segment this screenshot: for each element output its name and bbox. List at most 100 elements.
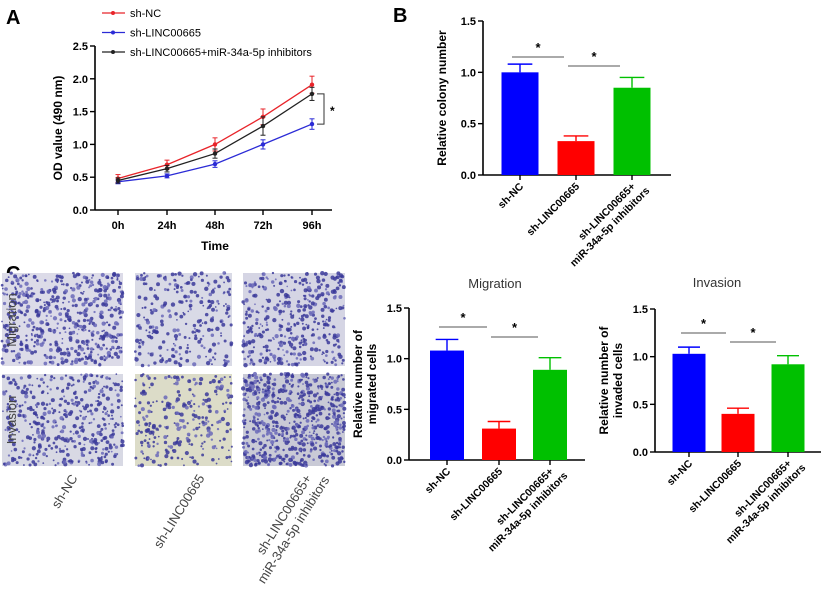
stained-cell xyxy=(96,330,100,335)
bar xyxy=(613,87,651,175)
x-tick-label: sh-LINC00665 xyxy=(448,466,506,524)
stained-cell xyxy=(50,375,54,379)
stained-cell xyxy=(12,338,17,343)
stained-cell xyxy=(99,432,103,437)
stained-cell xyxy=(2,301,7,306)
stained-cell xyxy=(323,426,328,431)
stained-cell xyxy=(282,384,285,387)
stained-cell xyxy=(301,374,306,378)
stained-cell xyxy=(280,274,284,278)
stained-cell xyxy=(106,276,110,279)
stained-cell xyxy=(137,352,142,356)
stained-cell xyxy=(211,457,215,462)
stained-cell xyxy=(317,385,320,388)
stained-cell xyxy=(223,291,226,294)
stained-cell xyxy=(25,334,28,337)
stained-cell xyxy=(189,350,192,353)
stained-cell xyxy=(111,339,115,343)
stained-cell xyxy=(243,408,246,411)
stained-cell xyxy=(92,299,96,304)
stained-cell xyxy=(45,305,50,311)
stained-cell xyxy=(225,455,229,460)
stained-cell xyxy=(249,407,253,411)
stained-cell xyxy=(22,464,25,466)
stained-cell xyxy=(70,346,74,351)
stained-cell xyxy=(30,392,33,395)
stained-cell xyxy=(242,377,245,380)
stained-cell xyxy=(310,420,313,423)
stained-cell xyxy=(298,412,301,415)
chart-title: Migration xyxy=(468,276,521,291)
stained-cell xyxy=(315,414,319,417)
stained-cell xyxy=(11,292,15,296)
stained-cell xyxy=(311,294,315,298)
stained-cell xyxy=(27,273,30,276)
stained-cell xyxy=(42,452,47,457)
stained-cell xyxy=(199,324,202,327)
stained-cell xyxy=(264,328,268,332)
stained-cell xyxy=(271,399,275,403)
stained-cell xyxy=(160,322,164,327)
stained-cell xyxy=(291,427,294,430)
stained-cell xyxy=(48,355,53,360)
stained-cell xyxy=(315,420,318,423)
stained-cell xyxy=(321,278,326,282)
stained-cell xyxy=(258,358,263,363)
stained-cell xyxy=(186,346,189,350)
stained-cell xyxy=(266,389,270,392)
stained-cell xyxy=(66,308,70,313)
stained-cell xyxy=(338,436,342,441)
column-label: sh-LINC00665 xyxy=(150,472,207,551)
stained-cell xyxy=(268,438,271,442)
x-tick-label-line: sh-LINC00665 xyxy=(525,181,583,239)
stained-cell xyxy=(26,360,31,365)
stained-cell xyxy=(305,376,308,379)
stained-cell xyxy=(92,418,96,421)
stained-cell xyxy=(60,360,65,365)
stained-cell xyxy=(319,385,324,389)
stained-cell xyxy=(69,436,73,441)
stained-cell xyxy=(219,377,224,382)
stained-cell xyxy=(83,443,86,446)
stained-cell xyxy=(330,449,333,452)
stained-cell xyxy=(323,360,326,363)
stained-cell xyxy=(36,416,39,419)
stained-cell xyxy=(163,287,167,291)
stained-cell xyxy=(297,352,302,357)
stained-cell xyxy=(269,360,272,363)
stained-cell xyxy=(29,390,33,394)
stained-cell xyxy=(256,425,259,428)
stained-cell xyxy=(55,278,60,283)
stained-cell xyxy=(197,339,202,344)
stained-cell xyxy=(48,348,53,352)
stained-cell xyxy=(199,337,203,341)
stained-cell xyxy=(300,317,305,322)
stained-cell xyxy=(337,345,341,349)
stained-cell xyxy=(61,389,65,393)
row-label: Migration xyxy=(4,293,19,346)
stained-cell xyxy=(6,461,11,466)
stained-cell xyxy=(338,295,343,300)
stained-cell xyxy=(77,272,81,277)
stained-cell xyxy=(70,398,74,402)
stained-cell xyxy=(338,273,344,278)
stained-cell xyxy=(243,281,248,285)
stained-cell xyxy=(83,406,88,411)
stained-cell xyxy=(195,294,200,298)
stained-cell xyxy=(247,404,252,409)
stained-cell xyxy=(167,358,172,362)
stained-cell xyxy=(21,274,25,278)
stained-cell xyxy=(104,356,108,360)
stained-cell xyxy=(220,446,224,449)
stained-cell xyxy=(167,425,169,428)
stained-cell xyxy=(275,445,280,450)
stained-cell xyxy=(263,450,267,454)
stained-cell xyxy=(335,405,338,408)
stained-cell xyxy=(140,444,143,447)
stained-cell xyxy=(225,276,230,280)
stained-cell xyxy=(28,318,32,322)
stained-cell xyxy=(293,415,297,418)
stained-cell xyxy=(243,450,248,454)
x-tick-label: 0h xyxy=(112,220,125,232)
stained-cell xyxy=(39,290,44,294)
